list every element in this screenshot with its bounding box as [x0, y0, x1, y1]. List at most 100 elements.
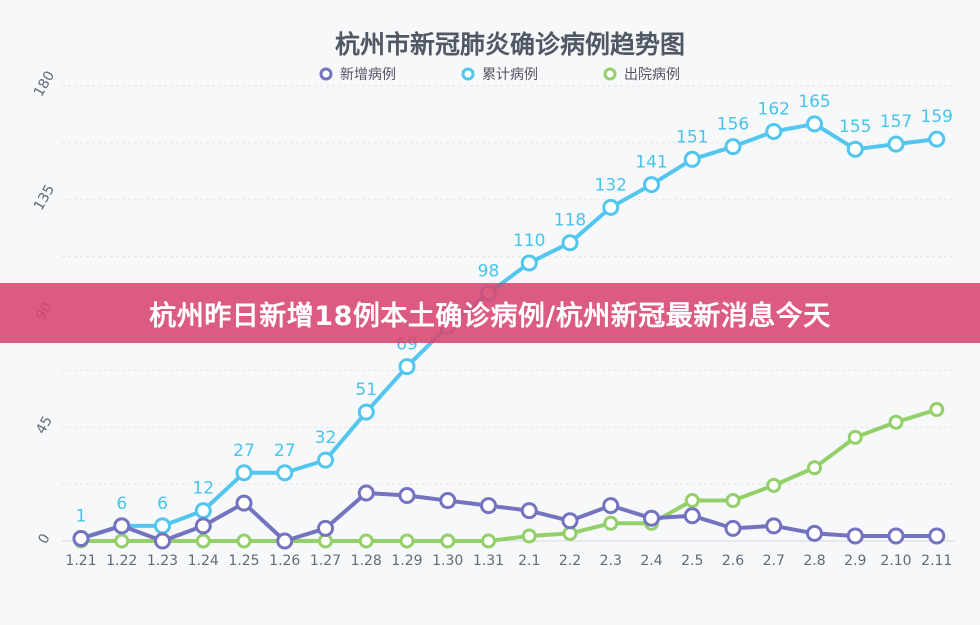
x-tick-label: 2.1	[518, 553, 540, 569]
point-new	[765, 517, 783, 535]
point-new	[520, 502, 538, 520]
point-discharged	[399, 533, 415, 549]
data-label: 151	[676, 127, 708, 147]
point-discharged	[929, 402, 945, 418]
data-label: 156	[717, 115, 749, 135]
point-total	[846, 140, 864, 158]
point-new	[317, 519, 334, 537]
data-label: 165	[798, 92, 830, 112]
point-total	[398, 358, 416, 376]
y-tick-label: 45	[33, 414, 56, 437]
data-label: 98	[478, 261, 500, 281]
x-tick-label: 1.21	[65, 553, 96, 569]
legend-marker	[319, 67, 333, 81]
data-label: 132	[595, 175, 627, 195]
series-line-discharged	[81, 407, 938, 543]
legend-item-total[interactable]: 累计病例	[461, 67, 538, 83]
point-new	[276, 532, 294, 550]
point-total	[317, 451, 334, 469]
point-discharged	[114, 533, 130, 549]
x-tick-label: 1.26	[269, 553, 300, 569]
data-label: 12	[192, 479, 214, 499]
x-tick-label: 2.5	[681, 553, 703, 569]
x-tick-label: 2.9	[844, 553, 866, 569]
point-discharged	[603, 515, 619, 531]
point-new	[806, 524, 823, 542]
point-new	[72, 529, 90, 547]
x-tick-label: 1.22	[106, 553, 137, 569]
point-total	[520, 254, 538, 272]
point-total	[194, 502, 212, 520]
point-total	[357, 403, 375, 421]
data-label: 155	[839, 117, 871, 137]
point-new	[235, 494, 253, 512]
point-total	[154, 517, 171, 535]
point-new	[683, 507, 701, 525]
data-label: 32	[315, 428, 337, 448]
x-tick-label: 2.11	[921, 553, 952, 569]
point-discharged	[807, 460, 822, 476]
point-total	[643, 176, 660, 194]
data-label: 141	[635, 153, 667, 173]
x-tick-label: 2.3	[600, 553, 622, 569]
x-tick-label: 1.25	[228, 553, 259, 569]
data-label: 6	[116, 494, 127, 514]
point-discharged	[766, 477, 782, 493]
y-tick-label: 0	[35, 531, 53, 547]
y-tick-label: 135	[31, 182, 58, 213]
point-discharged	[358, 533, 374, 549]
x-tick-label: 2.4	[640, 553, 662, 569]
point-total	[235, 464, 253, 482]
x-tick-label: 1.27	[310, 553, 341, 569]
point-new	[154, 532, 171, 550]
x-tick-label: 1.31	[473, 553, 504, 569]
point-new	[194, 517, 212, 535]
point-total	[683, 150, 701, 168]
x-tick-label: 2.8	[803, 553, 825, 569]
point-new	[602, 497, 620, 515]
point-new	[928, 527, 946, 545]
point-total	[765, 123, 783, 140]
point-discharged	[236, 533, 252, 549]
point-total	[602, 198, 620, 216]
x-tick-label: 2.6	[722, 553, 744, 569]
legend-item-discharged[interactable]: 出院病例	[603, 67, 680, 83]
x-tick-label: 1.23	[147, 553, 178, 569]
point-discharged	[888, 414, 904, 430]
legend-item-new[interactable]: 新增病例	[319, 67, 396, 83]
legend: 新增病例 累计病例 出院病例	[319, 67, 680, 83]
data-label: 162	[758, 100, 790, 120]
data-label: 159	[921, 107, 953, 127]
point-new	[724, 519, 742, 537]
data-label: 118	[554, 211, 586, 231]
series-line-new	[80, 490, 937, 543]
headline-banner[interactable]: 杭州昨日新增18例本土确诊病例/杭州新冠最新消息今天	[0, 283, 980, 343]
point-new	[439, 492, 457, 510]
legend-label: 出院病例	[624, 67, 680, 83]
point-discharged	[521, 528, 537, 544]
x-tick-label: 1.29	[391, 553, 422, 569]
point-discharged	[195, 533, 211, 549]
point-new	[887, 527, 905, 545]
data-label: 1	[76, 506, 87, 526]
x-tick-label: 2.7	[763, 553, 785, 569]
point-new	[561, 512, 579, 530]
point-new	[846, 527, 864, 545]
legend-label: 累计病例	[482, 67, 538, 83]
y-tick-label: 180	[31, 68, 58, 99]
x-tick-label: 1.24	[188, 553, 219, 569]
point-new	[480, 497, 497, 515]
data-label: 157	[880, 112, 912, 132]
data-label: 27	[274, 441, 296, 461]
x-tick-label: 1.28	[351, 553, 382, 569]
legend-marker	[461, 67, 475, 81]
data-label: 51	[355, 380, 377, 400]
x-tick-label: 1.30	[432, 553, 463, 569]
point-total	[887, 135, 905, 153]
series-points	[72, 115, 946, 550]
point-total	[561, 234, 579, 252]
point-new	[357, 484, 375, 502]
point-discharged	[481, 533, 496, 549]
